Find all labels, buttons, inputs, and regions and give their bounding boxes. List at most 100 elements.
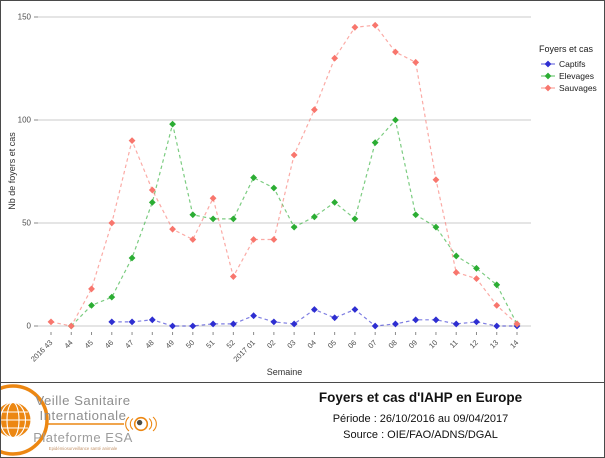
svg-text:47: 47 [123,338,135,350]
data-point [493,322,501,330]
data-point [392,48,399,56]
data-point [473,275,480,283]
source-line: Source : OIE/FAO/ADNS/DGAL [343,429,498,441]
svg-text:49: 49 [164,338,176,350]
data-point [148,316,156,324]
svg-text:50: 50 [22,219,31,228]
data-point [310,213,318,221]
svg-text:48: 48 [143,338,155,350]
data-point [493,281,501,289]
logo-text-line1: Veille Sanitaire [35,393,130,408]
data-point [250,312,258,320]
data-point [250,174,258,182]
data-point [452,320,460,328]
data-point [473,318,480,326]
series-sauvages [47,21,521,330]
data-point [88,302,95,309]
data-point [432,316,440,324]
legend-key-sauvages [544,84,552,92]
legend-key-captifs [544,60,552,68]
svg-text:06: 06 [346,338,358,350]
data-point [128,137,136,144]
svg-text:04: 04 [306,338,318,350]
data-point [452,252,460,260]
data-point [270,318,278,326]
data-point [270,184,278,192]
data-point [412,58,420,66]
data-point [351,306,359,313]
esa-logo: Veille Sanitaire Internationale Platefor… [1,384,157,456]
y-axis-title: Nb de foyers et cas [7,132,17,210]
svg-text:45: 45 [83,338,95,350]
svg-text:05: 05 [326,338,338,350]
svg-text:13: 13 [488,338,500,350]
data-point [67,322,75,330]
y-axis-labels: 0 50 100 150 [18,13,32,331]
svg-text:46: 46 [103,338,115,350]
svg-text:50: 50 [184,338,196,350]
data-point [493,302,501,309]
data-point [432,176,440,184]
data-point [148,186,156,194]
gridlines [34,16,531,327]
data-point [371,139,379,147]
legend-key-elevages [544,72,552,80]
chart-title: Foyers et cas d'IAHP en Europe [318,390,523,405]
caption-block: Foyers et cas d'IAHP en Europe Période :… [243,390,598,445]
data-point [351,215,359,223]
data-point [371,322,379,330]
data-point [351,23,359,31]
data-point [189,211,197,219]
footer: Veille Sanitaire Internationale Platefor… [1,383,604,457]
legend-label-sauvages: Sauvages [559,83,597,93]
data-point [209,194,217,202]
data-point [250,236,258,243]
svg-text:14: 14 [508,338,520,350]
data-point [290,151,298,159]
data-point [229,215,237,223]
svg-text:08: 08 [387,338,399,350]
data-point [189,322,197,330]
logo-tagline: Epidémiosurveillance santé animale [49,446,118,451]
data-point [412,211,420,219]
svg-text:03: 03 [285,338,297,350]
data-point [270,236,278,243]
series-captifs [108,306,521,330]
svg-text:11: 11 [448,338,460,350]
svg-text:100: 100 [18,116,32,125]
logo-platform-text: Plateforme ESA [33,430,133,445]
svg-text:07: 07 [366,338,378,350]
data-point [310,306,318,313]
data-point [392,320,399,328]
data-point [169,322,176,330]
data-point [331,199,339,206]
data-point [108,219,116,227]
svg-text:09: 09 [407,338,419,350]
data-point [148,199,156,206]
data-point [128,254,136,262]
data-point [310,106,318,114]
data-point [189,236,197,243]
svg-text:02: 02 [265,338,277,350]
eye-icon [125,416,157,432]
data-point [169,120,176,128]
data-point [229,273,237,280]
svg-text:44: 44 [62,338,74,350]
data-point [473,264,480,272]
globe-grid [1,401,31,439]
data-point [513,320,521,328]
svg-text:2017 01: 2017 01 [231,338,257,364]
data-point [371,21,379,29]
data-point [209,215,217,223]
data-point [412,316,420,324]
legend-label-elevages: Elevages [559,71,594,81]
data-point [209,320,217,328]
data-point [128,318,136,326]
series-elevages [67,116,521,330]
data-point [290,223,298,231]
svg-text:2016 43: 2016 43 [29,338,55,364]
data-point [392,116,399,124]
